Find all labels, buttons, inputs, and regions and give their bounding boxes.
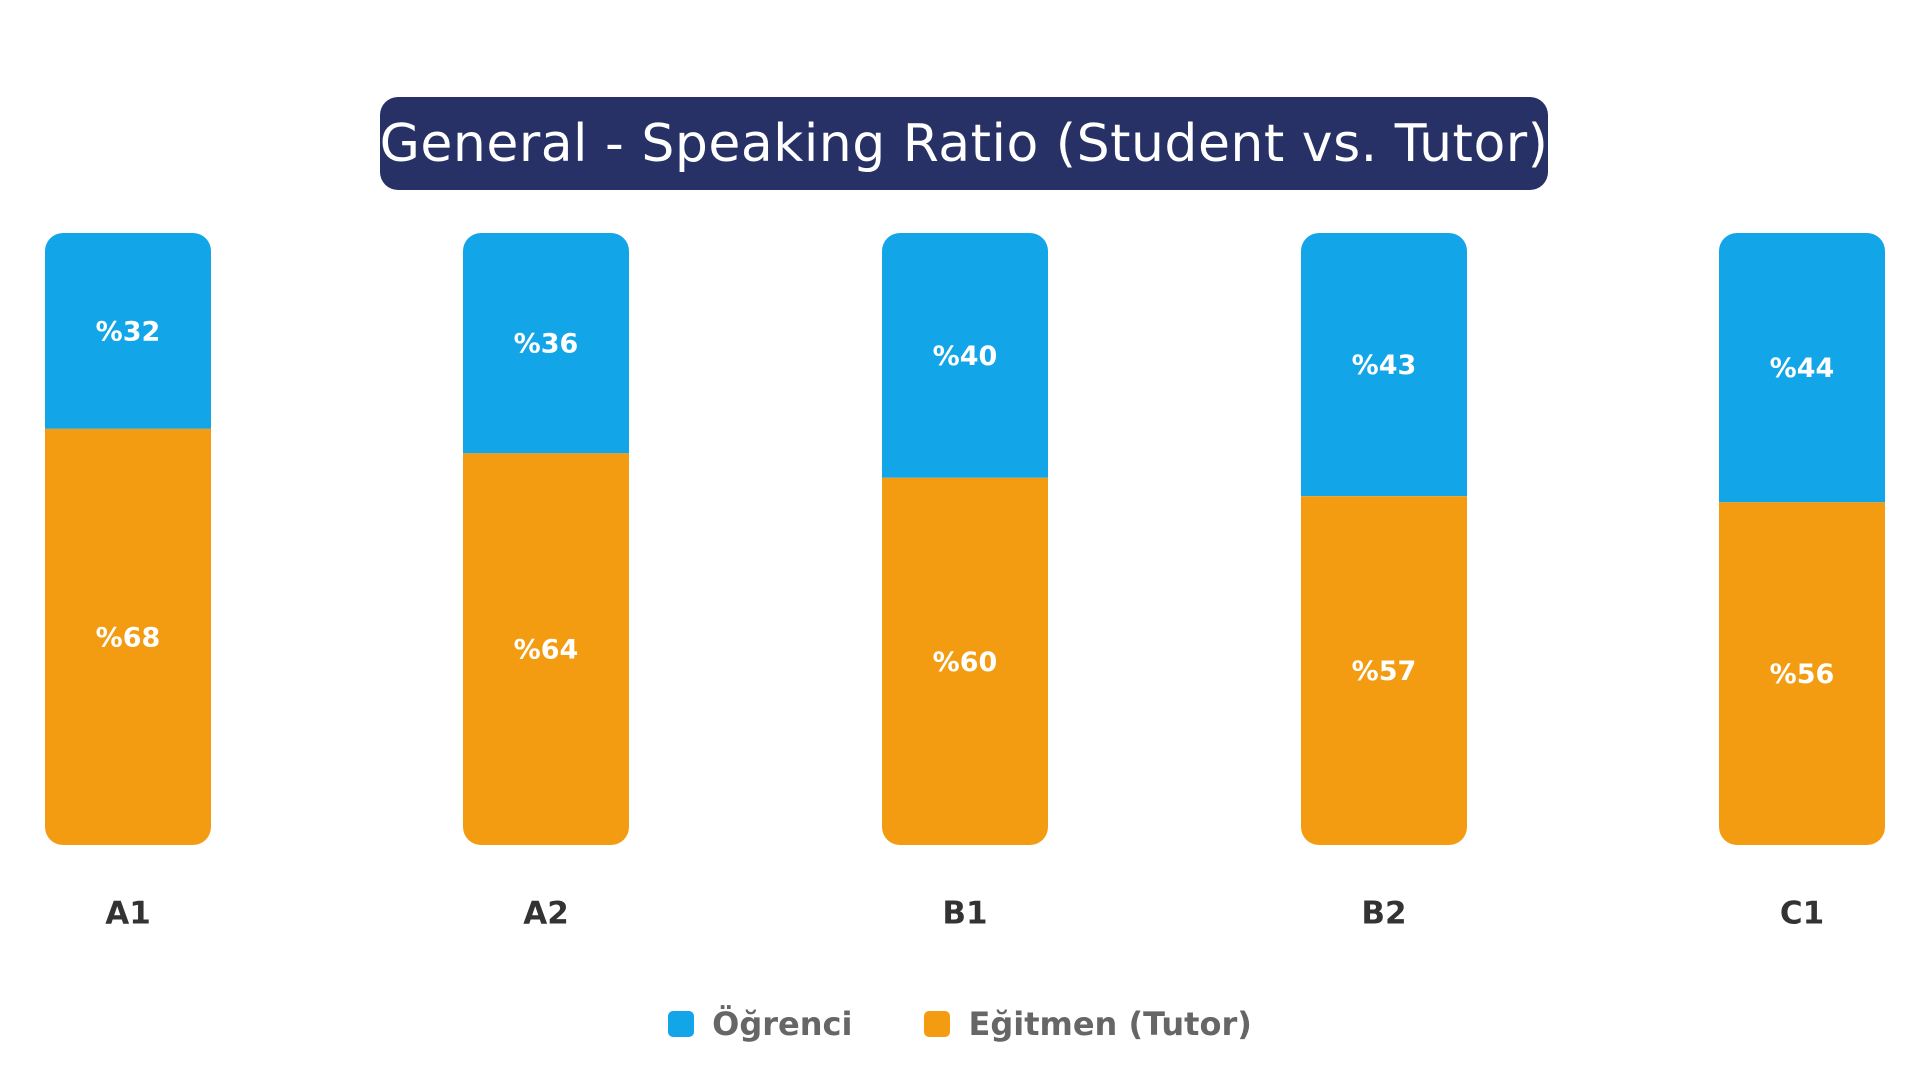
category-label-a1: A1 — [105, 896, 151, 932]
data-label-tutor-b2: %57 — [1352, 656, 1417, 687]
data-label-tutor-c1: %56 — [1770, 659, 1835, 690]
bar-group-a2 — [463, 233, 629, 845]
data-label-student-a1: %32 — [96, 316, 161, 347]
bar-group-b1 — [882, 233, 1048, 845]
bar-segment-student-b1 — [882, 233, 1048, 478]
bar-segment-tutor-c1 — [1719, 502, 1885, 845]
data-label-student-b1: %40 — [933, 341, 998, 372]
data-label-tutor-a2: %64 — [514, 635, 579, 666]
bar-segment-student-a1 — [45, 233, 211, 429]
data-label-student-b2: %43 — [1352, 350, 1417, 381]
data-label-student-c1: %44 — [1770, 353, 1835, 384]
bar-segment-student-a2 — [463, 233, 629, 454]
legend-label-tutor: Eğitmen (Tutor) — [968, 1005, 1252, 1043]
data-label-student-a2: %36 — [514, 329, 579, 360]
chart-title: General - Speaking Ratio (Student vs. Tu… — [380, 97, 1548, 190]
chart-legend: Öğrenci Eğitmen (Tutor) — [0, 1000, 1920, 1048]
legend-label-student: Öğrenci — [712, 1005, 853, 1043]
bar-segment-student-b2 — [1301, 233, 1467, 497]
bar-segment-student-c1 — [1719, 233, 1885, 503]
legend-item-tutor: Eğitmen (Tutor) — [924, 1005, 1252, 1043]
bar-group-b2 — [1301, 233, 1467, 845]
legend-swatch-tutor — [924, 1011, 951, 1037]
bar-segment-tutor-a2 — [463, 453, 629, 845]
category-label-a2: A2 — [523, 896, 569, 932]
category-label-b2: B2 — [1361, 896, 1406, 932]
legend-item-student: Öğrenci — [668, 1005, 852, 1043]
bar-segment-tutor-a1 — [45, 428, 211, 845]
bar-segment-tutor-b1 — [882, 477, 1048, 845]
category-label-b1: B1 — [942, 896, 987, 932]
category-label-c1: C1 — [1780, 896, 1824, 932]
data-label-tutor-a1: %68 — [96, 622, 161, 653]
bar-group-a1 — [45, 233, 211, 845]
bar-group-c1 — [1719, 233, 1885, 845]
data-label-tutor-b1: %60 — [933, 647, 998, 678]
bar-segment-tutor-b2 — [1301, 496, 1467, 845]
legend-swatch-student — [668, 1011, 695, 1037]
